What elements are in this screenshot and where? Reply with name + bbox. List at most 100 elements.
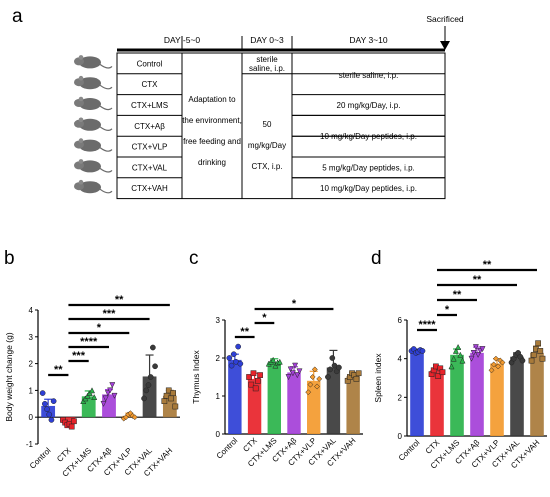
bar-CTX+VLP (122, 415, 137, 418)
data-point (305, 389, 312, 396)
adaptation-text: free feeding and (183, 137, 241, 146)
mouse-ear (78, 96, 84, 102)
bar-CTX (247, 378, 262, 434)
panel-a-timeline: a DAY -5~0 DAY 0~3 DAY 3~10 Sacrificed Contr… (12, 6, 464, 200)
mouse-body (79, 56, 101, 69)
data-point (161, 398, 168, 404)
data-point (270, 356, 277, 363)
data-point (150, 344, 156, 351)
category-label: Control (215, 436, 240, 461)
significance-label: *** (72, 350, 86, 362)
data-point (48, 417, 55, 423)
data-point (537, 348, 544, 354)
data-point (44, 406, 50, 413)
data-point (472, 344, 479, 351)
mouse-ear (78, 75, 84, 81)
data-point (237, 360, 244, 367)
mouse-body (79, 160, 101, 173)
data-point (535, 340, 541, 347)
data-point (141, 395, 147, 402)
adaptation-text: the environment, (182, 116, 242, 125)
data-point (226, 355, 233, 361)
mouse-icon (74, 75, 113, 90)
bar-CTX+LMS (450, 354, 464, 436)
data-point (276, 358, 283, 365)
data-point (230, 351, 237, 358)
mouse-icon (74, 179, 113, 194)
bar-CTX+VAH (530, 352, 544, 436)
y-tick-label: 0 (29, 413, 34, 422)
mouse-icon (74, 96, 113, 111)
data-point (147, 374, 154, 380)
data-point (314, 383, 320, 390)
col2-control-text: saline, i.p. (249, 64, 285, 73)
data-point (272, 362, 279, 369)
data-point (107, 387, 114, 394)
data-point (435, 373, 441, 379)
data-point (325, 374, 331, 380)
col3-text: 10 mg/kg/Day peptides, i.p. (320, 184, 417, 193)
category-label: Control (28, 446, 53, 471)
mouse-tail (99, 147, 113, 152)
mouse-tail (99, 167, 113, 173)
mouse-ear (78, 117, 84, 123)
mouse-tail (99, 105, 113, 111)
mouse-tail (99, 188, 113, 194)
significance-label: ** (453, 289, 462, 301)
y-tick-label: 1 (216, 392, 221, 401)
header-day1: DAY -5~0 (164, 35, 201, 45)
y-axis-label: Body weight change (g) (4, 332, 14, 421)
data-point (448, 363, 455, 370)
mouse-ear (78, 179, 84, 185)
data-point (450, 355, 457, 362)
data-point (111, 392, 118, 399)
data-point (41, 400, 48, 407)
data-point (530, 351, 537, 358)
protocol-table (116, 52, 446, 200)
col2-ctx-text: mg/kg/Day (248, 141, 286, 150)
mouse-ear (78, 55, 84, 60)
data-point (89, 387, 96, 394)
significance-label: ** (115, 294, 124, 306)
bar-CTX (430, 370, 444, 436)
header-day2: DAY 0~3 (250, 35, 284, 45)
data-point (246, 374, 252, 380)
mouse-icon (74, 117, 113, 131)
y-tick-label: -1 (26, 440, 34, 449)
data-point (250, 370, 257, 377)
data-point (495, 363, 502, 370)
significance-label: * (292, 298, 297, 310)
mouse-icon (74, 55, 113, 69)
bar-CTX+VAL (326, 367, 341, 434)
data-point (470, 350, 477, 357)
mouse-body (79, 77, 101, 90)
data-point (355, 370, 362, 377)
data-point (71, 418, 77, 425)
adaptation-text: drinking (198, 158, 226, 167)
panel-c-label: c (189, 248, 199, 269)
y-tick-label: 2 (216, 354, 221, 363)
bar-CTX+LMS (267, 362, 281, 434)
data-point (289, 370, 296, 377)
data-point (311, 366, 318, 373)
sacrifice-arrow-head (440, 41, 450, 50)
mouse-body (79, 98, 101, 110)
y-tick-label: 0 (216, 430, 221, 439)
panel-a-label: a (12, 6, 23, 27)
header-day3: DAY 3~10 (349, 35, 387, 45)
data-point (46, 411, 53, 418)
mouse-icon (74, 138, 113, 152)
mouse-ear (78, 138, 84, 143)
panel-b-label: b (4, 248, 15, 269)
y-tick-label: 3 (216, 316, 221, 325)
data-point (539, 355, 546, 362)
mouse-body (79, 118, 101, 131)
data-point (143, 387, 150, 394)
data-point (492, 355, 499, 362)
col2-ctx-text: 50 (263, 120, 272, 129)
mouse-ear (78, 159, 84, 164)
panel-d-label: d (371, 248, 382, 269)
data-point (479, 346, 486, 353)
y-tick-label: 2 (398, 393, 403, 402)
